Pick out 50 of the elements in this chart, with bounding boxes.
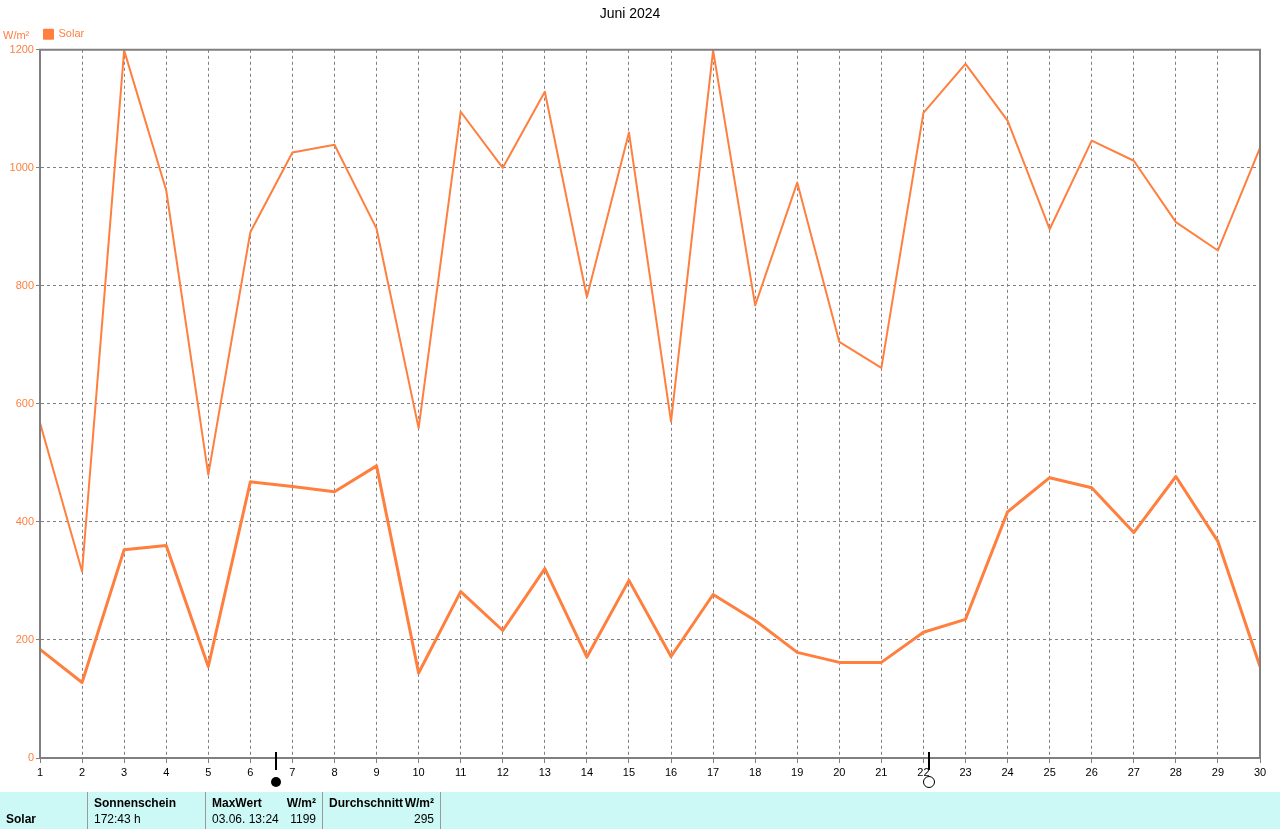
legend-label: Solar (58, 27, 85, 40)
y-tick-label: 1200 (9, 42, 34, 55)
y-tick-label: 600 (15, 396, 34, 409)
text: Durchschnitt (329, 796, 404, 812)
x-tick-label: 16 (664, 765, 678, 778)
text: Solar (6, 812, 37, 828)
chart-title: Juni 2024 (599, 5, 661, 22)
x-tick-label: 18 (749, 765, 762, 778)
x-tick-label: 24 (1001, 765, 1014, 778)
x-tick-label: 29 (1211, 765, 1225, 778)
x-tick-label: 7 (289, 765, 296, 778)
y-tick-label: 200 (15, 633, 34, 645)
x-tick-label: 12 (496, 765, 509, 778)
x-tick-label: 14 (580, 765, 594, 778)
y-tick-label: 400 (15, 514, 34, 527)
x-tick-label: 15 (622, 765, 636, 778)
y-tick-label: 1000 (9, 160, 34, 173)
x-tick-label: 28 (1169, 765, 1182, 778)
x-tick-label: 11 (454, 765, 467, 778)
x-tick-label: 13 (538, 765, 551, 778)
y-tick-label: 0 (27, 751, 34, 764)
x-tick-label: 23 (959, 765, 972, 778)
x-tick-label: 21 (875, 765, 888, 778)
x-tick-label: 25 (1043, 765, 1056, 778)
text: 03.06. 13:24 (212, 812, 279, 828)
x-tick-label: 2 (79, 765, 86, 778)
x-tick-label: 10 (412, 765, 425, 778)
text: 1199 (290, 812, 316, 828)
text: 295 (413, 812, 434, 828)
text: W/m² (286, 796, 316, 812)
text: 172:43 h (94, 812, 141, 828)
x-tick-label: 5 (205, 765, 212, 778)
x-tick-label: 8 (331, 765, 338, 778)
x-tick-label: 27 (1127, 765, 1140, 778)
x-tick-label: 1 (36, 765, 44, 778)
x-tick-label: 17 (706, 765, 720, 778)
x-tick-label: 19 (791, 765, 804, 778)
x-tick-label: 6 (247, 765, 254, 778)
x-tick-label: 4 (163, 765, 170, 778)
y-axis-title: W/m² (3, 29, 30, 42)
text: W/m² (404, 796, 434, 812)
y-tick-label: 800 (15, 278, 34, 291)
text: Sonnenschein (94, 796, 177, 812)
text: MaxWert (212, 796, 262, 812)
x-tick-label: 20 (833, 765, 846, 778)
x-tick-label: 9 (373, 765, 380, 778)
x-tick-label: 22 (917, 765, 930, 778)
x-tick-label: 26 (1085, 765, 1098, 778)
x-tick-label: 30 (1253, 765, 1267, 778)
x-tick-label: 3 (121, 765, 128, 778)
